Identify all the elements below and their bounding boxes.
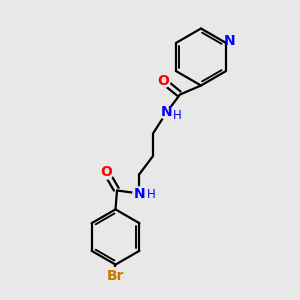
Text: N: N <box>134 187 145 200</box>
Circle shape <box>100 166 113 179</box>
Circle shape <box>107 268 124 284</box>
Circle shape <box>160 106 173 119</box>
Text: H: H <box>146 188 155 202</box>
Text: O: O <box>158 74 169 88</box>
Text: N: N <box>161 106 172 119</box>
Text: Br: Br <box>107 269 124 283</box>
Circle shape <box>157 74 170 88</box>
Text: H: H <box>172 109 182 122</box>
Text: O: O <box>100 166 112 179</box>
Text: N: N <box>224 34 235 48</box>
Circle shape <box>133 187 146 200</box>
